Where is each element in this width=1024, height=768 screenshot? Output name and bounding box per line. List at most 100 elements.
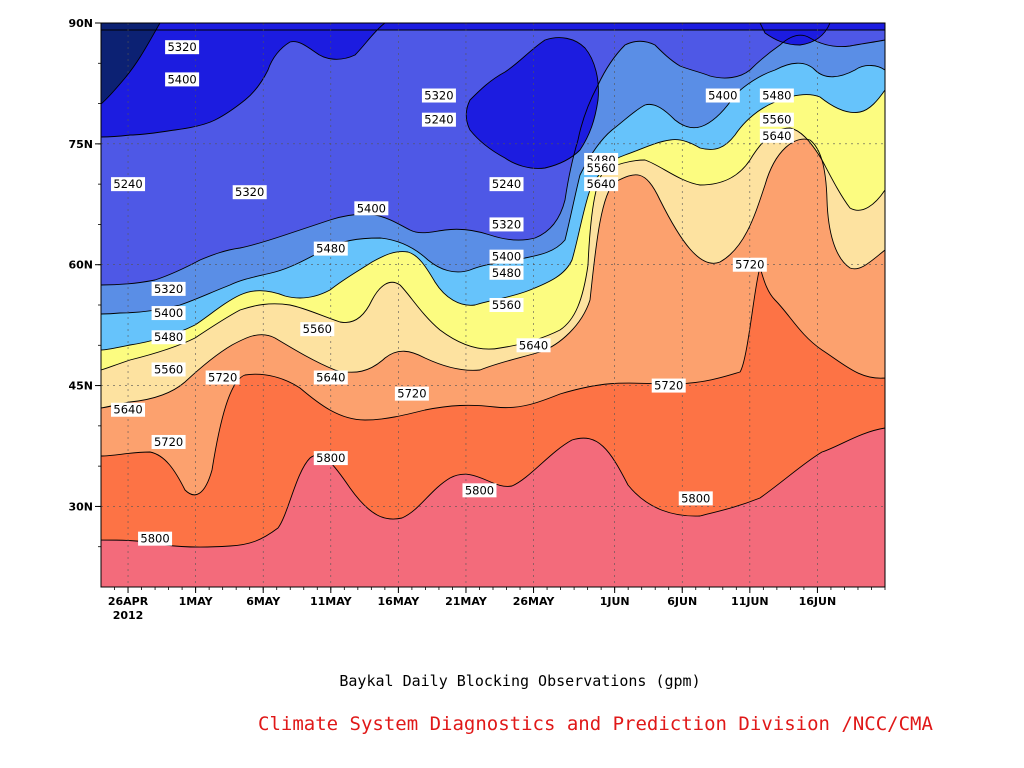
contour-label-bg <box>151 281 186 296</box>
contour-label-bg <box>151 306 186 321</box>
contour-label: 5400 <box>489 250 524 264</box>
contour-label: 5640 <box>111 402 146 417</box>
contour-label: 5480 <box>759 88 794 103</box>
contour-label-text: 5720 <box>397 387 426 401</box>
contour-label-text: 5800 <box>681 491 710 505</box>
x-tick-label: 1JUN <box>600 595 630 608</box>
contour-label-text: 5400 <box>357 201 386 215</box>
contour-label-bg <box>354 201 389 216</box>
x-year-label: 2012 <box>113 609 144 622</box>
contour-label-text: 5320 <box>235 185 264 199</box>
contour-fills <box>101 23 885 587</box>
contour-label-bg <box>584 161 619 176</box>
contour-label: 5240 <box>489 177 524 192</box>
contour-label: 5560 <box>151 362 186 377</box>
contour-label: 5720 <box>151 434 186 449</box>
contour-label-bg <box>300 322 335 337</box>
contour-line-5400 <box>100 22 886 315</box>
x-tick-label: 26APR <box>108 595 149 608</box>
contour-label-bg <box>584 177 619 192</box>
contour-label: 5640 <box>313 370 348 385</box>
contour-label: 5800 <box>462 483 497 498</box>
contour-label-text: 5480 <box>316 242 345 256</box>
contour-label: 5640 <box>759 128 794 143</box>
contour-label-text: 5400 <box>708 89 737 103</box>
contour-label: 5640 <box>516 338 551 353</box>
contour-label-bg <box>489 298 524 312</box>
contour-label-text: 5400 <box>154 306 183 320</box>
contour-label-bg <box>705 88 740 103</box>
contour-label-bg <box>165 40 200 55</box>
contour-label-bg <box>516 338 551 353</box>
contour-label-bg <box>678 491 713 506</box>
contour-label: 5320 <box>165 40 200 55</box>
contour-label: 5560 <box>300 322 335 337</box>
credit-text: Climate System Diagnostics and Predictio… <box>258 713 933 735</box>
x-tick-label: 21MAY <box>445 595 488 608</box>
y-tick-label: 90N <box>68 17 93 30</box>
contour-label-bg <box>151 362 186 377</box>
contour-label-text: 5240 <box>424 113 453 127</box>
contour-label: 5560 <box>584 161 619 176</box>
contour-label-text: 5560 <box>303 322 332 336</box>
contour-label: 5720 <box>651 378 686 393</box>
contour-label-bg <box>651 378 686 393</box>
contour-label-bg <box>151 330 186 345</box>
contour-label-text: 5480 <box>154 330 183 344</box>
contour-labels: 5320 5400 5320 5240 5400 5480 5560 5640 5480 5560… <box>111 40 794 546</box>
y-tick-label: 45N <box>68 380 93 393</box>
contour-label-text: 5720 <box>208 371 237 385</box>
contour-label-text: 5720 <box>654 379 683 393</box>
contour-label: 5720 <box>732 257 767 272</box>
contour-label: 5640 <box>584 177 619 192</box>
x-tick-label: 6MAY <box>246 595 281 608</box>
contour-label-bg <box>313 370 348 385</box>
contour-label-text: 5720 <box>154 435 183 449</box>
x-tick-label: 11MAY <box>310 595 353 608</box>
contour-label: 5480 <box>489 265 524 280</box>
contour-label-text: 5400 <box>167 72 196 86</box>
contour-label-bg <box>759 128 794 143</box>
contour-label: 5560 <box>489 298 524 312</box>
contour-line-5720 <box>100 22 886 496</box>
contour-label: 5800 <box>313 451 348 466</box>
contour-label: 5720 <box>394 386 429 401</box>
contour-label-text: 5800 <box>465 483 494 497</box>
contour-label-bg <box>421 88 456 103</box>
contour-label-bg <box>111 177 146 192</box>
contour-label: 5800 <box>138 531 173 546</box>
contour-band-below_5240 <box>101 23 160 104</box>
y-tick-label: 60N <box>68 259 93 272</box>
contour-label-bg <box>232 185 267 200</box>
y-tick-label: 75N <box>68 138 93 151</box>
contour-label-bg <box>759 112 794 127</box>
contour-label-text: 5720 <box>735 258 764 272</box>
contour-label: 5320 <box>421 88 456 103</box>
grid-lines <box>101 23 885 587</box>
contour-label-text: 5560 <box>492 298 521 312</box>
contour-line-5320 <box>100 22 886 286</box>
contour-line-5800 <box>100 22 886 548</box>
contour-label-bg <box>394 386 429 401</box>
contour-label-bg <box>138 531 173 546</box>
contour-label: 5480 <box>313 241 348 256</box>
x-tick-label: 11JUN <box>731 595 769 608</box>
contour-label-bg <box>732 257 767 272</box>
contour-label-text: 5240 <box>492 177 521 191</box>
contour-label-text: 5560 <box>762 113 791 127</box>
contour-label-bg <box>462 483 497 498</box>
contour-label: 5800 <box>678 491 713 506</box>
contour-label: 5240 <box>111 177 146 192</box>
contour-label: 5320 <box>489 217 524 232</box>
x-tick-label: 1MAY <box>179 595 214 608</box>
x-tick-label: 16JUN <box>799 595 837 608</box>
contour-label-bg <box>165 72 200 87</box>
contour-label-text: 5320 <box>167 40 196 54</box>
contour-label-bg <box>489 177 524 192</box>
contour-band-5240 <box>101 23 885 169</box>
contour-label-text: 5640 <box>519 338 548 352</box>
contour-label: 5400 <box>705 88 740 103</box>
contour-label-bg <box>111 402 146 417</box>
contour-label-text: 5640 <box>316 371 345 385</box>
